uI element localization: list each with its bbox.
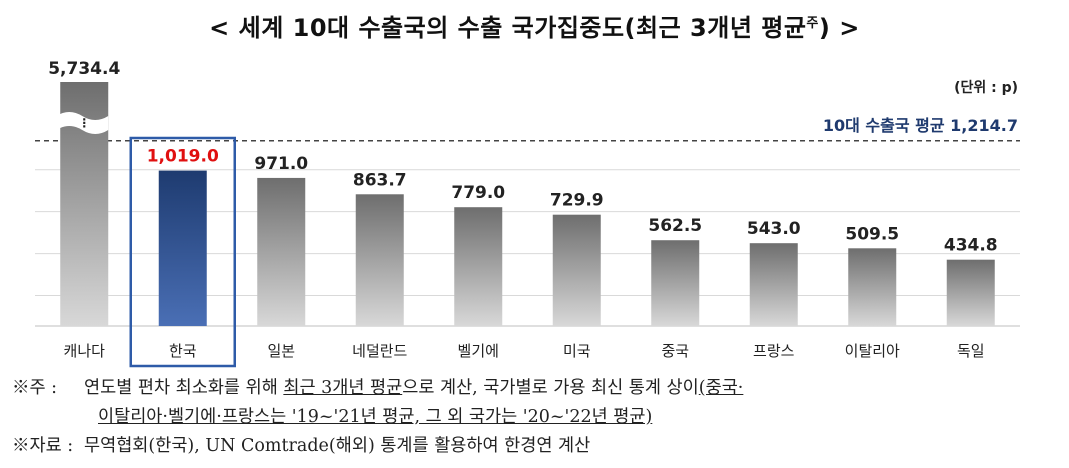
axis-break-mark — [56, 112, 109, 134]
bar-9 — [946, 259, 995, 326]
bar-1 — [158, 170, 207, 326]
category-label-8: 이탈리아 — [845, 342, 900, 360]
bar-7 — [749, 243, 798, 326]
data-label-6: 562.5 — [648, 216, 702, 236]
bar-4 — [454, 207, 503, 326]
note-text-1-continued: 이탈리아·벨기에·프랑스는 '19~'21년 평균, 그 외 국가는 '20~'… — [98, 407, 652, 427]
bar-chart: 10대 수출국 평균 1,214.7 (단위 : p) ⋮ 5,734.4 캐나다 1,0… — [35, 59, 1020, 368]
highlight-box — [129, 136, 236, 368]
unit-label: (단위 : p) — [954, 79, 1018, 96]
note-text-1: 연도별 편차 최소화를 위해 최근 3개년 평균으로 계산, 국가별로 가용 최… — [84, 378, 743, 398]
bar-2 — [257, 177, 306, 326]
data-label-0: 5,734.4 — [48, 59, 120, 79]
footnotes: ※주 : 연도별 편차 최소화를 위해 최근 3개년 평균으로 계산, 국가별로 … — [12, 374, 743, 461]
category-label-4: 벨기에 — [458, 342, 499, 360]
note-row-1-continued: 이탈리아·벨기에·프랑스는 '19~'21년 평균, 그 외 국가는 '20~'… — [12, 403, 743, 432]
data-label-1: 1,019.0 — [147, 147, 219, 167]
note-segment-1: 최근 3개년 평균 — [283, 378, 403, 398]
chart-title: < 세계 10대 수출국의 수출 국가집중도(최근 3개년 평균주) > — [0, 8, 1069, 43]
data-label-5: 729.9 — [550, 191, 604, 211]
data-label-3: 863.7 — [353, 170, 407, 190]
data-label-2: 971.0 — [254, 154, 308, 174]
note-mark: ※주 : — [12, 378, 58, 398]
note-segment-2: 으로 계산, 국가별로 가용 최신 통계 상이 — [402, 378, 699, 398]
bar-5 — [552, 214, 601, 326]
source-text: 무역협회(한국), UN Comtrade(해외) 통계를 활용하여 한경연 계… — [84, 436, 590, 456]
note-segment-3: (중국· — [698, 378, 744, 398]
chart-title-text: < 세계 10대 수출국의 수출 국가집중도(최근 3개년 평균 — [209, 14, 807, 42]
source-segment-0: 무역협회(한국), UN Comtrade(해외) 통계를 활용하여 한경연 계… — [84, 436, 591, 456]
category-label-3: 네덜란드 — [352, 342, 407, 360]
source-mark: ※자료 : — [12, 436, 74, 456]
bar-3 — [355, 194, 404, 326]
note-segment-0: 연도별 편차 최소화를 위해 — [84, 378, 284, 398]
category-label-6: 중국 — [661, 342, 689, 360]
axis-break-dots: ⋮ — [78, 116, 90, 130]
data-label-4: 779.0 — [451, 183, 505, 203]
average-line-label: 10대 수출국 평균 1,214.7 — [823, 116, 1018, 135]
note-row-2: ※자료 : 무역협회(한국), UN Comtrade(해외) 통계를 활용하여 … — [12, 432, 743, 461]
note-cont-segment-0: 이탈리아·벨기에·프랑스는 '19~'21년 평균, 그 외 국가는 '20~'… — [98, 407, 653, 427]
bar-8 — [848, 248, 897, 326]
category-label-0: 캐나다 — [64, 342, 106, 360]
data-label-8: 509.5 — [845, 224, 899, 244]
category-label-9: 독일 — [957, 342, 985, 360]
chart-title-footnote-mark: 주 — [806, 16, 819, 31]
category-label-5: 미국 — [563, 342, 591, 360]
bar-6 — [651, 240, 700, 326]
note-row-1: ※주 : 연도별 편차 최소화를 위해 최근 3개년 평균으로 계산, 국가별로 … — [12, 374, 743, 403]
category-label-1: 한국 — [169, 342, 197, 360]
category-label-7: 프랑스 — [753, 342, 795, 360]
category-label-2: 일본 — [267, 342, 295, 360]
data-label-9: 434.8 — [944, 236, 998, 256]
chart-title-close: ) > — [818, 14, 860, 42]
data-label-7: 543.0 — [747, 219, 801, 239]
